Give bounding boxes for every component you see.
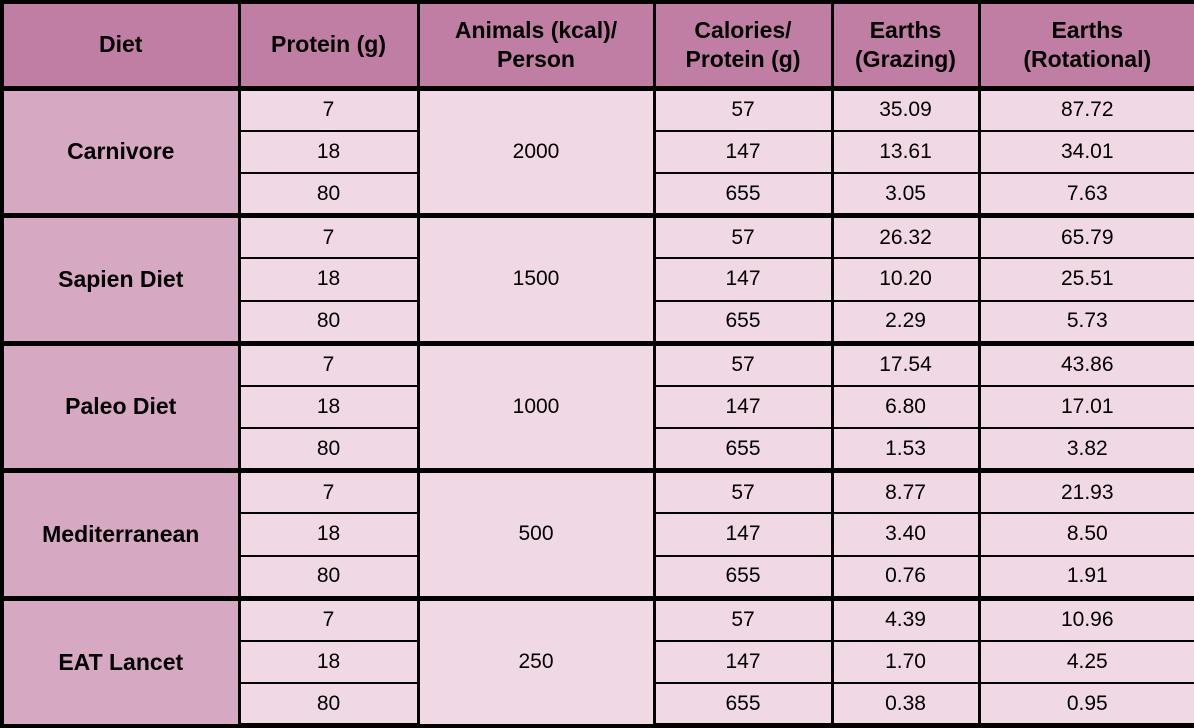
table-row: 80 655 2.29 5.73: [2, 299, 1194, 344]
animals-kcal-cell: 500: [416, 468, 656, 599]
earths-rotational-cell: 1.91: [977, 554, 1194, 599]
calories-protein-cell: 655: [652, 172, 834, 217]
earths-grazing-cell: 6.80: [830, 384, 981, 429]
protein-value-cell: 7: [237, 468, 420, 514]
earths-grazing-cell: 13.61: [830, 129, 981, 174]
table-row: EAT Lancet 7 250 57 4.39 10.96: [0, 595, 1194, 727]
protein-value-cell: 7: [237, 85, 420, 132]
earths-rotational-cell: 25.51: [977, 257, 1194, 302]
earths-rotational-cell: 43.86: [977, 340, 1194, 387]
table-row: 18 147 13.61 34.01: [2, 129, 1194, 174]
earths-rotational-cell: 7.63: [977, 172, 1194, 217]
table-row: 18 147 1.70 4.25: [2, 639, 1194, 684]
table-row: Mediterranean 7 500 57 8.77 21.93: [0, 468, 1194, 599]
earths-grazing-cell: 26.32: [830, 213, 981, 259]
calories-protein-cell: 57: [652, 595, 834, 642]
column-header-diet: Diet: [0, 2, 241, 90]
protein-value-cell: 7: [237, 213, 420, 259]
protein-value-cell: 18: [237, 257, 420, 302]
protein-value-cell: 7: [237, 340, 420, 387]
earths-rotational-cell: 0.95: [977, 682, 1194, 728]
calories-protein-cell: 57: [652, 213, 834, 259]
table-body: Carnivore 7 2000 57 35.09 87.72 18 147 13.61 34.0…: [0, 85, 1194, 728]
table-row: 18 147 10.20 25.51: [2, 257, 1194, 302]
calories-protein-cell: 655: [652, 682, 834, 728]
animals-kcal-cell: 2000: [416, 85, 656, 217]
earths-grazing-cell: 17.54: [830, 340, 981, 387]
column-header-earths-grazing: Earths (Grazing): [830, 2, 981, 90]
protein-value-cell: 7: [237, 595, 420, 642]
calories-protein-cell: 655: [652, 554, 834, 599]
table-row: 18 147 3.40 8.50: [2, 512, 1194, 557]
table-row: 80 655 0.76 1.91: [2, 554, 1194, 599]
earths-rotational-cell: 3.82: [977, 427, 1194, 472]
diet-name-cell: Sapien Diet: [0, 213, 241, 343]
earths-rotational-cell: 17.01: [977, 384, 1194, 429]
protein-value-cell: 18: [237, 384, 420, 429]
calories-protein-cell: 147: [652, 129, 834, 174]
table-row: 80 655 0.38 0.95: [2, 682, 1194, 728]
animals-kcal-cell: 1000: [416, 340, 656, 472]
header-row: Diet Protein (g) Animals (kcal)/ Person …: [0, 2, 1194, 90]
table-row: 18 147 6.80 17.01: [2, 384, 1194, 429]
earths-grazing-cell: 0.38: [830, 682, 981, 728]
earths-grazing-cell: 2.29: [830, 299, 981, 344]
earths-rotational-cell: 65.79: [977, 213, 1194, 259]
calories-protein-cell: 57: [652, 468, 834, 514]
earths-grazing-cell: 3.40: [830, 512, 981, 557]
protein-value-cell: 18: [237, 639, 420, 684]
calories-protein-cell: 147: [652, 639, 834, 684]
column-header-earths-rotational: Earths (Rotational): [977, 2, 1194, 90]
table-header: Diet Protein (g) Animals (kcal)/ Person …: [0, 2, 1194, 90]
earths-grazing-cell: 3.05: [830, 172, 981, 217]
protein-value-cell: 80: [237, 172, 420, 217]
protein-value-cell: 80: [237, 554, 420, 599]
diet-name-cell: Carnivore: [0, 85, 241, 216]
diet-name-cell: Paleo Diet: [0, 340, 241, 471]
earths-rotational-cell: 4.25: [977, 639, 1194, 684]
column-header-animals-kcal: Animals (kcal)/ Person: [416, 2, 656, 90]
animals-kcal-cell: 1500: [416, 213, 656, 344]
earths-rotational-cell: 5.73: [977, 299, 1194, 344]
protein-value-cell: 80: [237, 299, 420, 344]
table-row: 80 655 1.53 3.82: [2, 427, 1194, 472]
table-row: Paleo Diet 7 1000 57 17.54 43.86: [0, 340, 1194, 472]
table-row: 80 655 3.05 7.63: [2, 172, 1194, 217]
calories-protein-cell: 147: [652, 512, 834, 557]
protein-value-cell: 80: [237, 427, 420, 472]
earths-grazing-cell: 0.76: [830, 554, 981, 599]
column-header-protein: Protein (g): [237, 2, 420, 90]
earths-grazing-cell: 4.39: [830, 595, 981, 642]
calories-protein-cell: 57: [652, 340, 834, 387]
earths-grazing-cell: 8.77: [830, 468, 981, 514]
earths-rotational-cell: 87.72: [977, 85, 1194, 132]
protein-value-cell: 18: [237, 512, 420, 557]
calories-protein-cell: 655: [652, 427, 834, 472]
protein-value-cell: 80: [237, 682, 420, 728]
column-header-calories-protein: Calories/ Protein (g): [652, 2, 834, 90]
earths-rotational-cell: 21.93: [977, 468, 1194, 514]
calories-protein-cell: 655: [652, 299, 834, 344]
protein-value-cell: 18: [237, 129, 420, 174]
earths-rotational-cell: 34.01: [977, 129, 1194, 174]
animals-kcal-cell: 250: [416, 595, 656, 727]
calories-protein-cell: 147: [652, 384, 834, 429]
earths-grazing-cell: 1.53: [830, 427, 981, 472]
calories-protein-cell: 57: [652, 85, 834, 132]
table-row: Carnivore 7 2000 57 35.09 87.72: [0, 85, 1194, 217]
earths-grazing-cell: 10.20: [830, 257, 981, 302]
earths-grazing-cell: 1.70: [830, 639, 981, 684]
diet-name-cell: Mediterranean: [0, 468, 241, 598]
diet-name-cell: EAT Lancet: [0, 595, 241, 726]
earths-rotational-cell: 10.96: [977, 595, 1194, 642]
table-row: Sapien Diet 7 1500 57 26.32 65.79: [0, 213, 1194, 344]
calories-protein-cell: 147: [652, 257, 834, 302]
earths-grazing-cell: 35.09: [830, 85, 981, 132]
earths-rotational-cell: 8.50: [977, 512, 1194, 557]
